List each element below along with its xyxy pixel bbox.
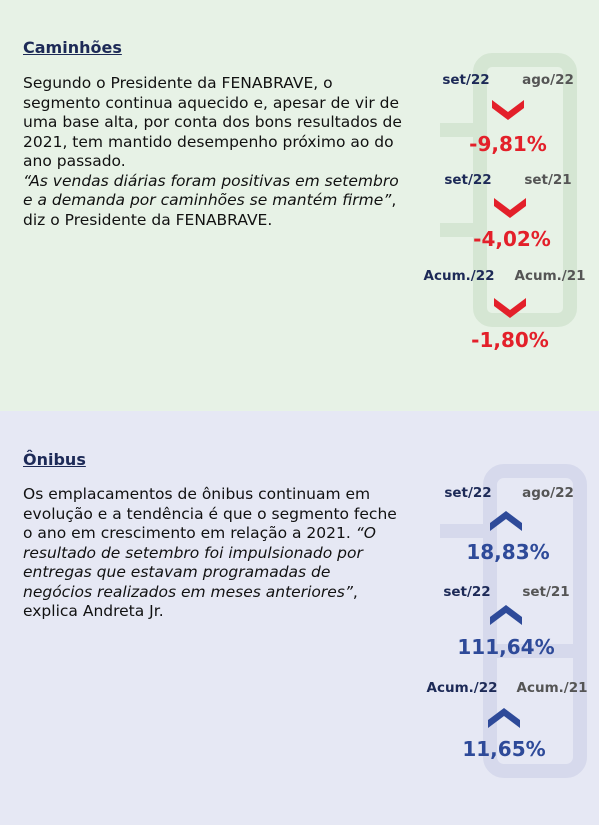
down-arrow bbox=[494, 198, 526, 218]
paragraph-after: , explica Andreta Jr. bbox=[23, 582, 358, 621]
bus-section: Ônibus Os emplacamentos de ônibus contin… bbox=[0, 411, 599, 825]
current-period: set/22 bbox=[443, 584, 491, 600]
previous-period: Acum./21 bbox=[514, 268, 586, 284]
previous-period: Acum./21 bbox=[516, 680, 588, 696]
current-period: Acum./22 bbox=[426, 680, 498, 696]
trucks-section: Caminhões Segundo o Presidente da FENABR… bbox=[0, 0, 599, 411]
paragraph-text: Segundo o Presidente da FENABRAVE, o seg… bbox=[23, 74, 402, 170]
previous-period: set/21 bbox=[522, 584, 570, 600]
change-value: -4,02% bbox=[473, 227, 551, 251]
change-value: 11,65% bbox=[462, 737, 546, 761]
down-arrow bbox=[492, 100, 524, 120]
up-arrow bbox=[488, 708, 520, 728]
down-arrow bbox=[494, 298, 526, 318]
previous-period: ago/22 bbox=[522, 485, 574, 501]
paragraph-quote: “O resultado de setembro foi impulsionad… bbox=[23, 524, 376, 601]
previous-period: set/21 bbox=[524, 172, 572, 188]
paragraph-text: Os emplacamentos de ônibus continuam em … bbox=[23, 485, 397, 542]
section-paragraph: Segundo o Presidente da FENABRAVE, o seg… bbox=[23, 74, 403, 230]
background-icon bbox=[440, 53, 577, 327]
section-title: Caminhões bbox=[23, 38, 122, 57]
change-value: -9,81% bbox=[469, 132, 547, 156]
up-arrow bbox=[490, 605, 522, 625]
current-period: Acum./22 bbox=[423, 268, 495, 284]
change-value: 111,64% bbox=[457, 635, 555, 659]
paragraph-after: , diz o Presidente da FENABRAVE. bbox=[23, 191, 397, 229]
current-period: set/22 bbox=[442, 72, 490, 88]
change-value: 18,83% bbox=[466, 540, 550, 564]
section-title: Ônibus bbox=[23, 450, 86, 469]
paragraph-quote: “As vendas diárias foram positivas em se… bbox=[23, 171, 399, 210]
section-paragraph: Os emplacamentos de ônibus continuam em … bbox=[23, 485, 403, 622]
current-period: set/22 bbox=[444, 172, 492, 188]
change-value: -1,80% bbox=[471, 328, 549, 352]
current-period: set/22 bbox=[444, 485, 492, 501]
up-arrow bbox=[490, 511, 522, 531]
previous-period: ago/22 bbox=[522, 72, 574, 88]
